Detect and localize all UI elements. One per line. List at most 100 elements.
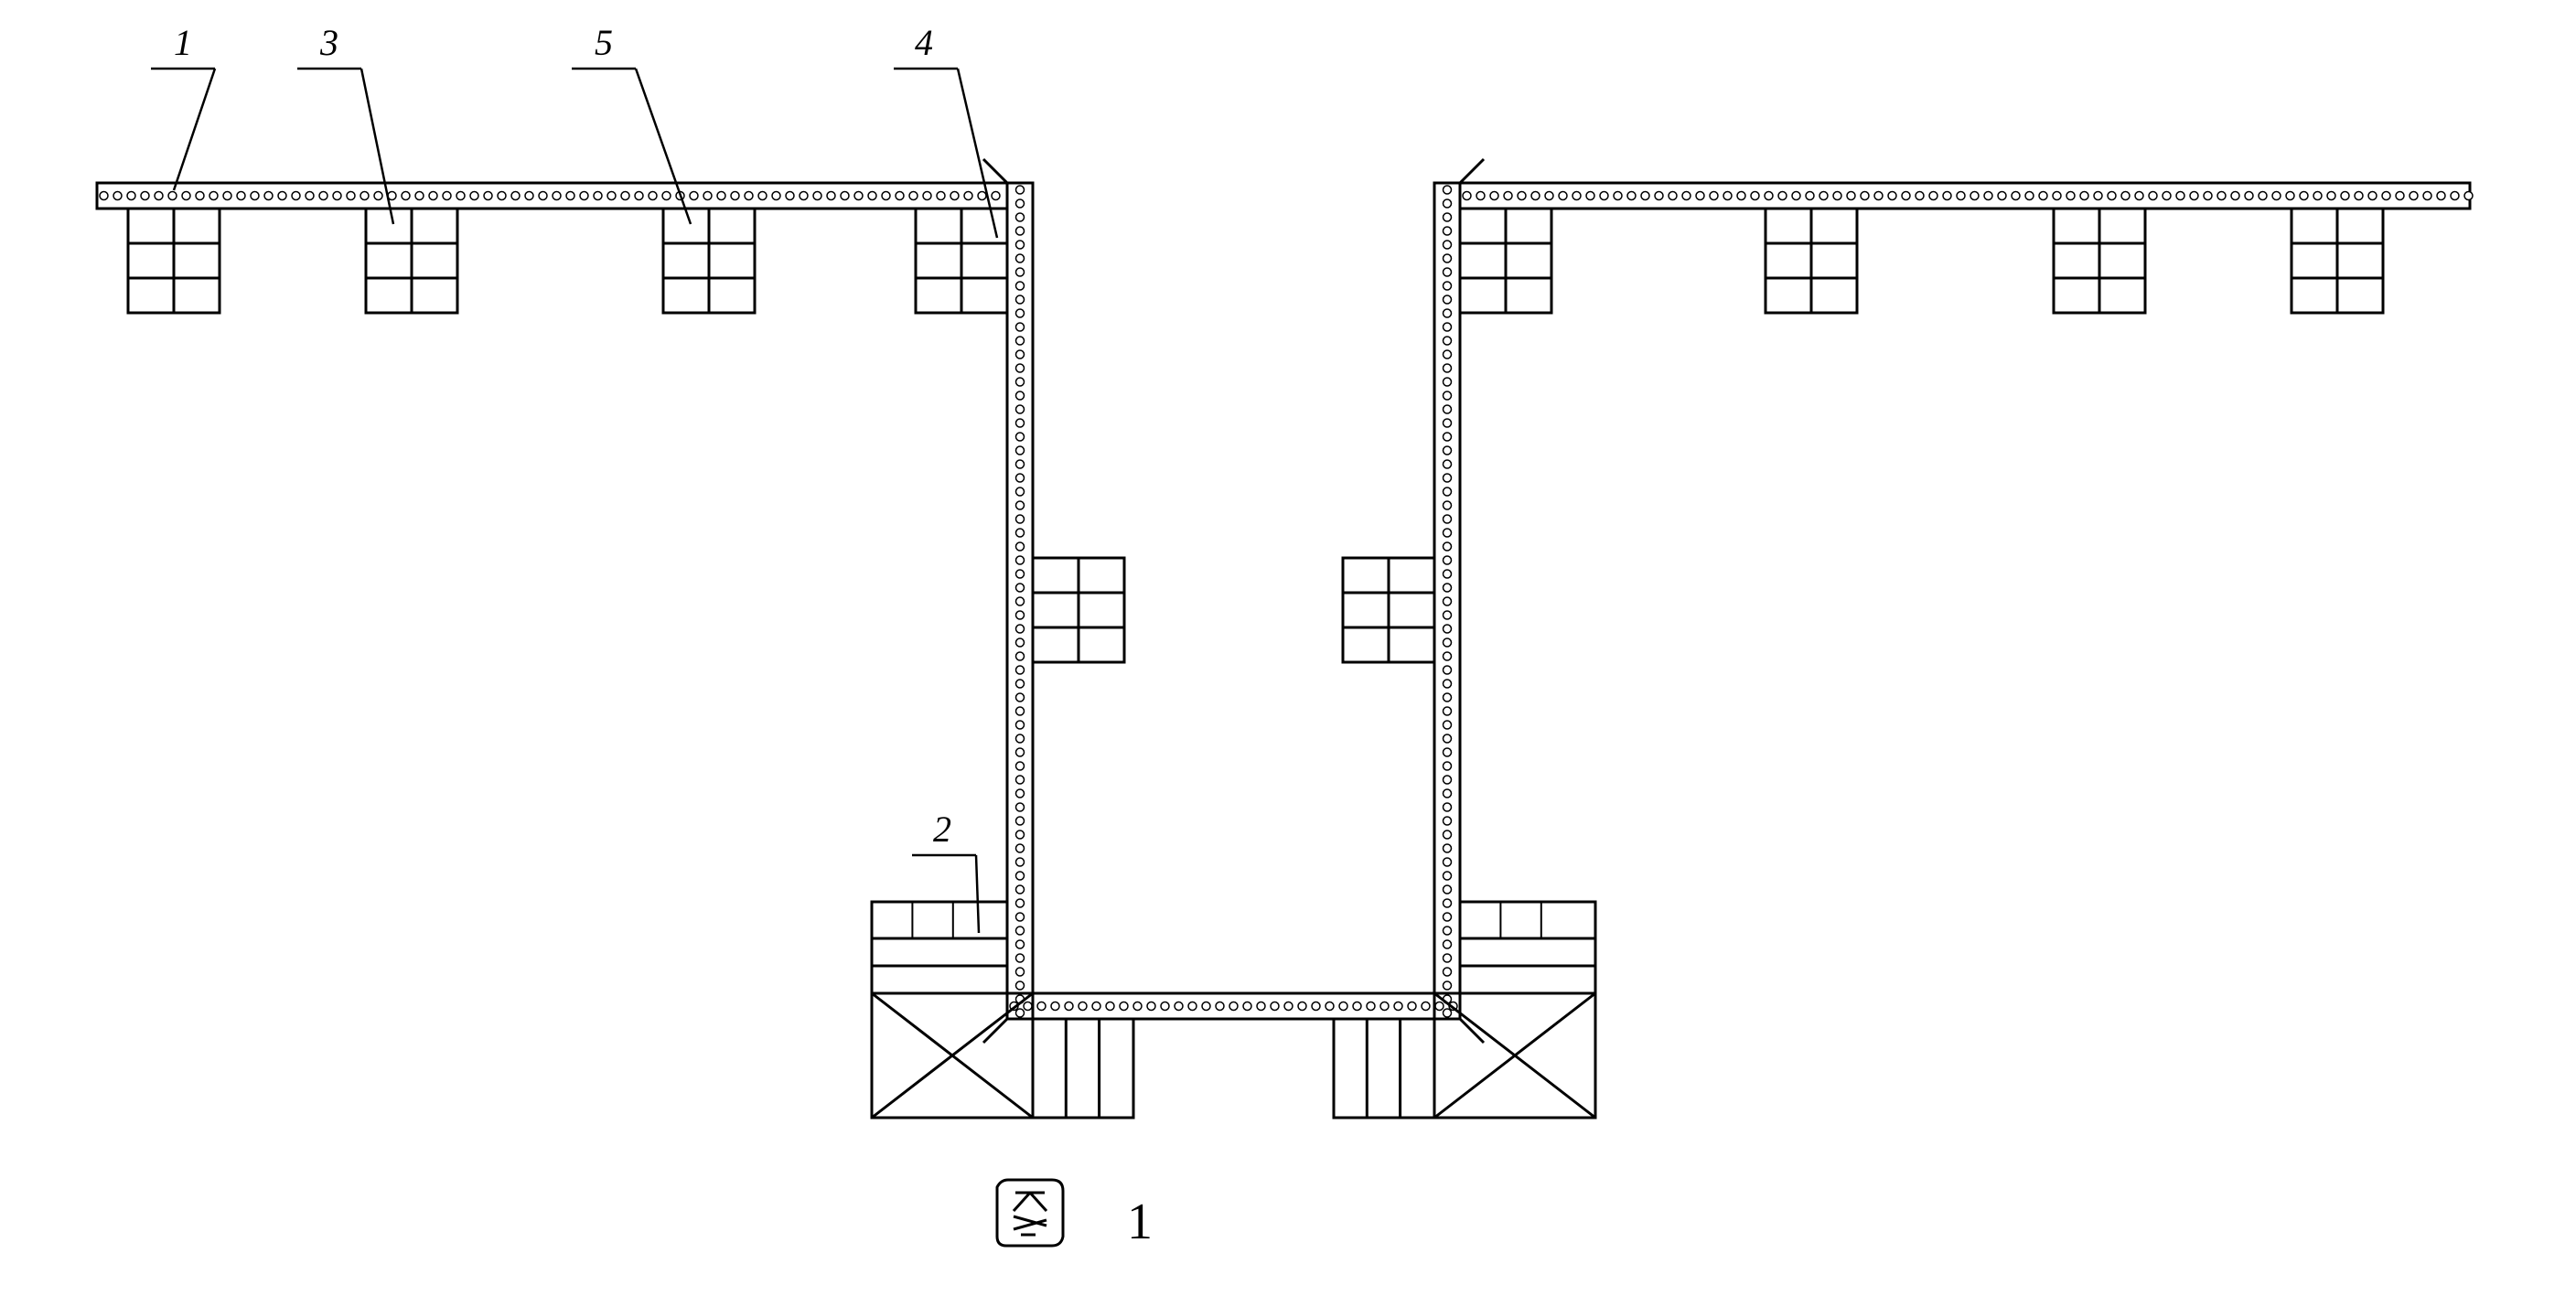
panel-dot bbox=[2451, 192, 2459, 200]
panel-dot bbox=[1092, 1002, 1100, 1011]
panel-dot bbox=[1504, 192, 1512, 200]
panel-dot bbox=[484, 192, 492, 200]
panel-dot bbox=[1016, 789, 1025, 798]
panel-dot bbox=[1970, 192, 1979, 200]
panel-dot bbox=[758, 192, 767, 200]
panel-dot bbox=[1444, 186, 1452, 194]
leader-label: 2 bbox=[933, 809, 951, 850]
panel-dot bbox=[1444, 680, 1452, 688]
panel-dot bbox=[1016, 364, 1025, 372]
stiffener-block bbox=[1343, 558, 1434, 662]
panel-dot bbox=[2272, 192, 2281, 200]
panel-dot bbox=[1016, 241, 1025, 249]
panel-dot bbox=[1444, 885, 1452, 894]
panel-dot bbox=[1016, 872, 1025, 880]
panel-dot bbox=[1051, 1002, 1059, 1011]
panel-dot bbox=[1444, 419, 1452, 427]
panel-dot bbox=[1600, 192, 1608, 200]
panel-dot bbox=[1998, 192, 2006, 200]
panel-dot bbox=[1444, 391, 1452, 400]
panel-dot bbox=[2217, 192, 2226, 200]
panel-dot bbox=[1016, 378, 1025, 386]
footing-upper bbox=[1460, 902, 1595, 993]
panel-dot bbox=[1229, 1002, 1238, 1011]
panel-dot bbox=[456, 192, 465, 200]
panel-dot bbox=[690, 192, 698, 200]
panel-dot bbox=[196, 192, 204, 200]
panel-dot bbox=[2053, 192, 2061, 200]
panel-dot bbox=[100, 192, 108, 200]
panel-dot bbox=[772, 192, 780, 200]
panel-dot bbox=[1284, 1002, 1293, 1011]
panel-dot bbox=[1016, 954, 1025, 962]
panel-dot bbox=[1444, 872, 1452, 880]
panel-dot bbox=[1614, 192, 1622, 200]
panel-dot bbox=[1559, 192, 1567, 200]
panel-dot bbox=[1016, 803, 1025, 811]
panel-dot bbox=[1874, 192, 1883, 200]
panel-dot bbox=[237, 192, 245, 200]
panel-dot bbox=[1243, 1002, 1251, 1011]
panel-dot bbox=[1888, 192, 1896, 200]
panel-dot bbox=[1016, 817, 1025, 825]
panel-dot bbox=[896, 192, 904, 200]
panel-dot bbox=[1016, 350, 1025, 359]
panel-dot bbox=[1916, 192, 1924, 200]
panel-dot bbox=[1444, 364, 1452, 372]
panel-dot bbox=[1444, 460, 1452, 468]
panel-dot bbox=[1444, 337, 1452, 345]
panel-dot bbox=[1257, 1002, 1265, 1011]
panel-dot bbox=[2396, 192, 2404, 200]
panel-dot bbox=[347, 192, 355, 200]
footing-inner bbox=[1033, 1019, 1133, 1118]
panel-dot bbox=[1655, 192, 1663, 200]
panel-dot bbox=[1016, 611, 1025, 619]
panel-dot bbox=[1444, 597, 1452, 605]
panel-dot bbox=[1079, 1002, 1087, 1011]
panel-dot bbox=[1943, 192, 1951, 200]
panel-dot bbox=[1444, 529, 1452, 537]
panel-dot bbox=[1016, 282, 1025, 290]
panel-dot bbox=[662, 192, 671, 200]
panel-dot bbox=[1016, 844, 1025, 852]
stiffener-block bbox=[1766, 209, 1857, 313]
panel-dot bbox=[2368, 192, 2377, 200]
panel-dot bbox=[1016, 529, 1025, 537]
panel-dot bbox=[2355, 192, 2363, 200]
panel-dot bbox=[1147, 1002, 1155, 1011]
panel-dot bbox=[1016, 707, 1025, 715]
panel-dot bbox=[553, 192, 561, 200]
panel-dot bbox=[2341, 192, 2349, 200]
panel-dot bbox=[1444, 858, 1452, 866]
leader-1: 1 bbox=[151, 22, 215, 190]
panel-dot bbox=[415, 192, 424, 200]
panel-dot bbox=[1016, 227, 1025, 235]
panel-dot bbox=[1312, 1002, 1320, 1011]
panel-dot bbox=[854, 192, 863, 200]
panel-dot bbox=[402, 192, 410, 200]
panel-dot bbox=[1016, 693, 1025, 702]
panel-dot bbox=[1833, 192, 1841, 200]
panel-dot bbox=[1444, 789, 1452, 798]
stiffener-block bbox=[366, 209, 457, 313]
leader-label: 4 bbox=[915, 22, 933, 63]
panel-dot bbox=[1444, 227, 1452, 235]
panel-dot bbox=[1476, 192, 1485, 200]
panel-dot bbox=[2163, 192, 2171, 200]
panel-dot bbox=[1444, 584, 1452, 592]
panel-dot bbox=[1463, 192, 1471, 200]
panel-dot bbox=[2066, 192, 2075, 200]
panel-dot bbox=[1545, 192, 1553, 200]
panel-dot bbox=[1016, 446, 1025, 455]
leader-2: 2 bbox=[912, 809, 979, 933]
panel-dot bbox=[1444, 213, 1452, 221]
panel-dot bbox=[1271, 1002, 1279, 1011]
panel-dot bbox=[1641, 192, 1649, 200]
panel-dot bbox=[813, 192, 821, 200]
panel-dot bbox=[1216, 1002, 1224, 1011]
panel-dot bbox=[1444, 542, 1452, 551]
panel-dot bbox=[1444, 570, 1452, 578]
panel-dot bbox=[2313, 192, 2322, 200]
panel-dot bbox=[882, 192, 890, 200]
panel-dot bbox=[2231, 192, 2239, 200]
